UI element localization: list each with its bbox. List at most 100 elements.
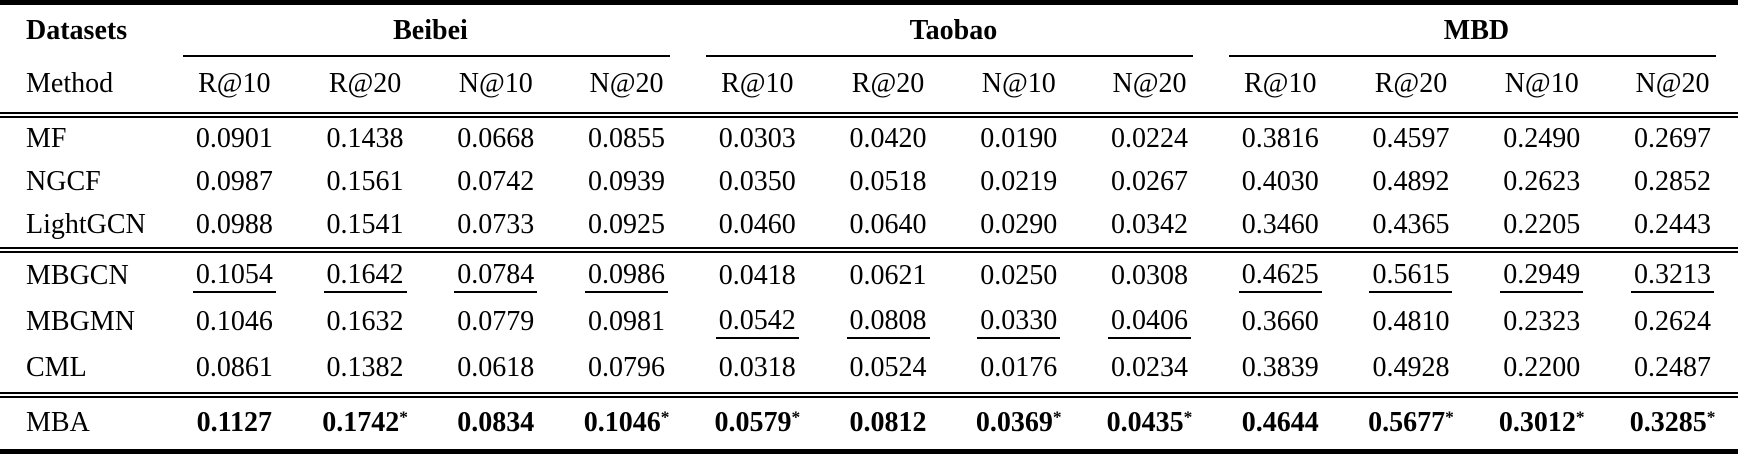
second-best-value: 0.0808 [846,306,930,340]
method-label: NGCF [26,166,101,198]
value-cell: 0.0733 [430,204,561,250]
value-cell: 0.1438 [300,115,431,161]
value-cell: 0.0796 [561,345,692,394]
value-cell: 0.0981 [561,299,692,345]
metric-header: N@10 [953,56,1085,118]
value-cell: 0.4365 [1346,204,1477,250]
datasets-corner-label: Datasets [26,14,128,46]
metric-header: R@10 [691,56,823,118]
metric-header: N@20 [1084,56,1215,118]
second-best-value: 0.1054 [192,259,276,294]
best-value: 0.0812 [849,407,927,439]
method-label: MBGMN [26,306,135,338]
metric-value: 0.4928 [1372,352,1450,384]
value-cell: 0.4625 [1214,246,1346,300]
metric-value: 0.2623 [1503,166,1581,198]
method-corner-label: Method [0,56,169,118]
metric-value: 0.2487 [1634,352,1712,384]
value-cell: 0.0834 [430,391,562,452]
metric-value: 0.0855 [588,123,666,155]
method-label: MBGCN [0,246,169,300]
value-cell: 0.0808 [823,299,954,345]
metric-value: 0.0303 [718,123,796,155]
value-cell: 0.4928 [1346,345,1477,394]
second-best-value: 0.2949 [1500,259,1584,294]
metric-value: 0.4365 [1372,209,1450,241]
metric-value: 0.0224 [1111,123,1188,155]
metric-value: 0.3816 [1241,123,1319,155]
results-table-body: MF 0.0901 0.1438 0.0668 0.0855 0.0303 0.0420 0.… [0,115,1738,452]
metric-value: 0.4892 [1372,166,1450,198]
metric-value: 0.0460 [718,209,796,241]
metric-value: 0.1632 [326,306,404,338]
metric-value: 0.2200 [1503,352,1581,384]
value-cell: 0.0176 [953,345,1084,394]
metric-header: R@20 [299,56,431,118]
second-best-value: 0.0986 [585,259,669,294]
value-cell: 0.0308 [1084,246,1215,300]
best-value: 0.0579 [714,407,792,439]
metric-value: 0.0621 [849,260,927,291]
value-cell: 0.0330 [953,299,1084,345]
value-cell: 0.0350 [692,161,823,204]
metric-value: 0.1561 [326,166,404,198]
value-cell: 0.1046 [169,299,300,345]
value-cell: 0.0406 [1084,299,1215,345]
value-cell: 0.0621 [822,246,954,300]
method-label: LightGCN [26,209,146,241]
value-cell: 0.2852 [1607,161,1738,204]
value-cell: 0.0290 [953,204,1084,250]
metric-value: 0.1438 [326,123,404,155]
value-cell: 0.0618 [430,345,561,394]
metric-header: N@10 [430,56,562,118]
second-best-value: 0.4625 [1238,259,1322,294]
value-cell: 0.0779 [430,299,561,345]
method-label: MF [26,123,67,155]
metric-value: 0.2624 [1634,306,1712,338]
metric-value: 0.0925 [588,209,666,241]
metric-value: 0.0234 [1111,352,1188,384]
value-cell: 0.2490 [1476,115,1607,161]
metric-value: 0.1541 [326,209,404,241]
table-row-ngcf: NGCF 0.0987 0.1561 0.0742 0.0939 0.0350 0.0518… [0,161,1738,204]
second-best-value: 0.0542 [715,306,799,340]
best-value: 0.3285 [1629,407,1707,439]
value-cell: 0.0460 [692,204,823,250]
value-cell: 0.0742 [430,161,561,204]
metric-value: 0.2323 [1503,306,1581,338]
second-best-value: 0.0406 [1108,306,1191,340]
metric-header: R@20 [822,56,954,118]
metric-value: 0.0250 [980,260,1058,291]
value-cell: 0.0435* [1084,391,1215,452]
value-cell: 0.5677* [1345,391,1477,452]
value-cell: 0.2443 [1607,204,1738,250]
significance-asterisk: * [1445,407,1454,427]
metric-value: 0.0418 [718,260,796,291]
metric-value: 0.0318 [718,352,796,384]
value-cell: 0.0518 [823,161,954,204]
metric-value: 0.0796 [588,352,666,384]
metric-value: 0.0733 [457,209,535,241]
method-label: CML [26,352,87,384]
value-cell: 0.2487 [1607,345,1738,394]
metric-value: 0.0420 [849,123,927,155]
value-cell: 0.4644 [1214,391,1346,452]
significance-asterisk: * [1575,407,1585,427]
value-cell: 0.1642 [299,246,431,300]
second-best-value: 0.1642 [323,259,407,294]
best-value: 0.5677 [1368,407,1446,439]
metric-value: 0.2443 [1634,209,1712,241]
value-cell: 0.1127 [168,391,300,452]
metric-value: 0.0190 [980,123,1058,155]
metric-value: 0.0981 [588,306,666,338]
value-cell: 0.3816 [1215,115,1346,161]
metric-value: 0.0901 [195,123,273,155]
best-value: 0.1046 [583,407,661,439]
value-cell: 0.2623 [1476,161,1607,204]
value-cell: 0.1561 [300,161,431,204]
value-cell: 0.4892 [1346,161,1477,204]
metric-value: 0.0524 [849,352,927,384]
value-cell: 0.0988 [169,204,300,250]
significance-asterisk: * [791,407,801,427]
